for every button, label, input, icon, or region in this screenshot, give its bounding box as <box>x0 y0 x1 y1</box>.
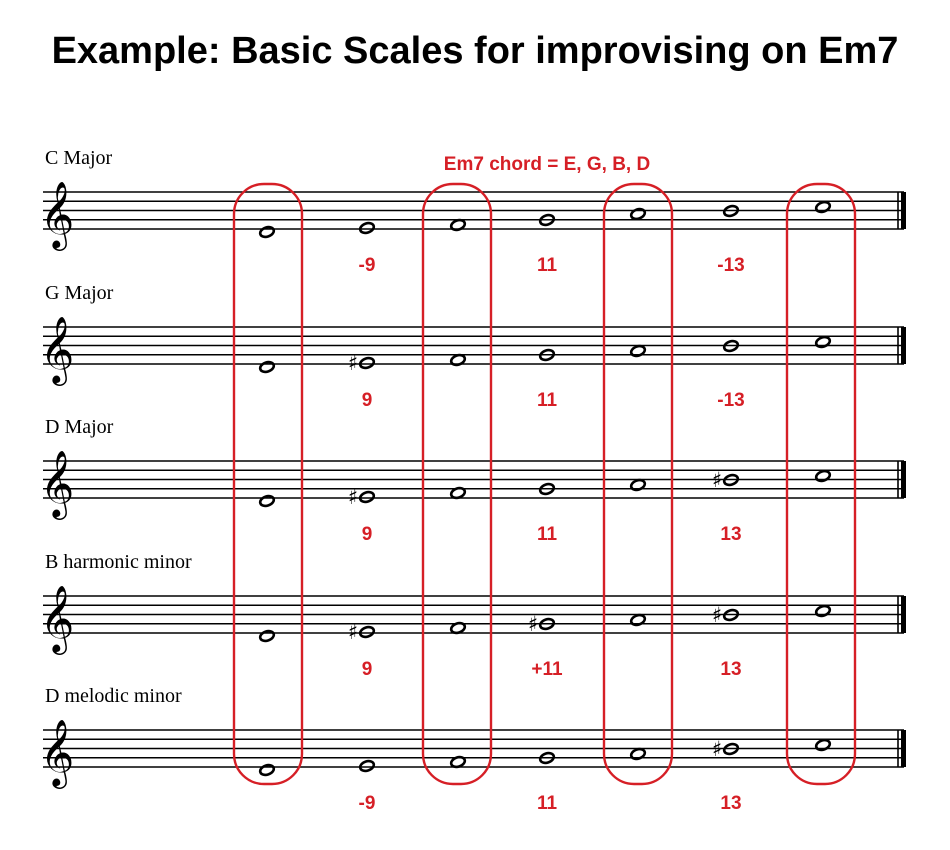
whole-note: ♯ <box>348 620 376 644</box>
whole-note <box>358 221 376 235</box>
sharp-icon: ♯ <box>348 485 358 509</box>
whole-note: ♯ <box>348 351 376 375</box>
scale-staff: B harmonic minor𝄞 ♯ ♯ ♯9 +11 13 <box>40 551 906 680</box>
scale-name: C Major <box>45 147 113 169</box>
extension-label: -9 <box>359 255 376 276</box>
whole-note <box>258 225 276 239</box>
scale-name: B harmonic minor <box>45 551 192 573</box>
scale-name: G Major <box>45 282 114 304</box>
sharp-icon: ♯ <box>712 468 722 492</box>
extension-label: 11 <box>537 255 558 276</box>
treble-clef-icon: 𝄞 <box>40 315 74 386</box>
treble-clef-icon: 𝄞 <box>40 584 74 655</box>
extension-label: 13 <box>720 524 741 545</box>
extension-label: 11 <box>537 390 558 411</box>
whole-note <box>258 629 276 643</box>
whole-note <box>629 613 647 627</box>
treble-clef-icon: 𝄞 <box>40 718 74 789</box>
chord-tone-highlights <box>232 182 857 786</box>
whole-note <box>258 763 276 777</box>
whole-note <box>629 207 647 221</box>
sharp-icon: ♯ <box>712 603 722 627</box>
chord-tone-column <box>232 182 304 786</box>
page-title: Example: Basic Scales for improvising on… <box>51 30 899 72</box>
whole-note <box>814 200 832 214</box>
extension-label: 11 <box>537 793 558 814</box>
whole-note <box>722 204 740 218</box>
whole-note <box>258 494 276 508</box>
whole-note: ♯ <box>712 603 740 627</box>
whole-note <box>258 360 276 374</box>
extension-label: -13 <box>717 255 744 276</box>
whole-note <box>449 486 467 500</box>
whole-note <box>538 751 556 765</box>
scale-staff: C Major 𝄞 -9 11 -13 <box>40 147 906 276</box>
extension-label: 9 <box>362 390 373 411</box>
whole-note: ♯ <box>348 485 376 509</box>
whole-note <box>449 621 467 635</box>
whole-note <box>538 482 556 496</box>
staves: C Major𝄞-9 11 -13G Major𝄞 ♯9 11 -13D Major𝄞 ♯♯… <box>40 147 906 814</box>
whole-note <box>449 218 467 232</box>
scale-staff: G Major 𝄞 ♯9 11 -13 <box>40 282 906 411</box>
extension-label: 13 <box>720 793 741 814</box>
whole-note <box>814 604 832 618</box>
extension-label: -9 <box>359 793 376 814</box>
scale-name: D melodic minor <box>45 685 182 707</box>
extension-label: +11 <box>531 659 563 680</box>
whole-note: ♯ <box>712 737 740 761</box>
extension-label: 9 <box>362 524 373 545</box>
whole-note <box>538 348 556 362</box>
sharp-icon: ♯ <box>348 351 358 375</box>
sharp-icon: ♯ <box>712 737 722 761</box>
whole-note <box>449 353 467 367</box>
chord-tone-column <box>421 182 493 786</box>
extension-label: 13 <box>720 659 741 680</box>
scale-staff: D melodic minor 𝄞 ♯ -9 11 13 <box>40 685 906 814</box>
chord-label: Em7 chord = E, G, B, D <box>444 154 650 175</box>
extension-label: 11 <box>537 524 558 545</box>
whole-note <box>814 335 832 349</box>
scale-name: D Major <box>45 416 114 438</box>
whole-note <box>629 747 647 761</box>
chord-tone-column <box>602 182 674 786</box>
treble-clef-icon: 𝄞 <box>40 449 74 520</box>
whole-note <box>629 478 647 492</box>
extension-label: -13 <box>717 390 744 411</box>
whole-note <box>814 738 832 752</box>
whole-note <box>449 755 467 769</box>
extension-label: 9 <box>362 659 373 680</box>
chord-tone-column <box>785 182 857 786</box>
whole-note: ♯ <box>712 468 740 492</box>
treble-clef-icon: 𝄞 <box>40 180 74 251</box>
whole-note <box>722 339 740 353</box>
scale-staff: D Major𝄞 ♯♯9 11 13 <box>40 416 906 545</box>
whole-note: ♯ <box>528 612 556 636</box>
sharp-icon: ♯ <box>348 620 358 644</box>
whole-note <box>358 759 376 773</box>
sharp-icon: ♯ <box>528 612 538 636</box>
whole-note <box>814 469 832 483</box>
whole-note <box>629 344 647 358</box>
whole-note <box>538 213 556 227</box>
